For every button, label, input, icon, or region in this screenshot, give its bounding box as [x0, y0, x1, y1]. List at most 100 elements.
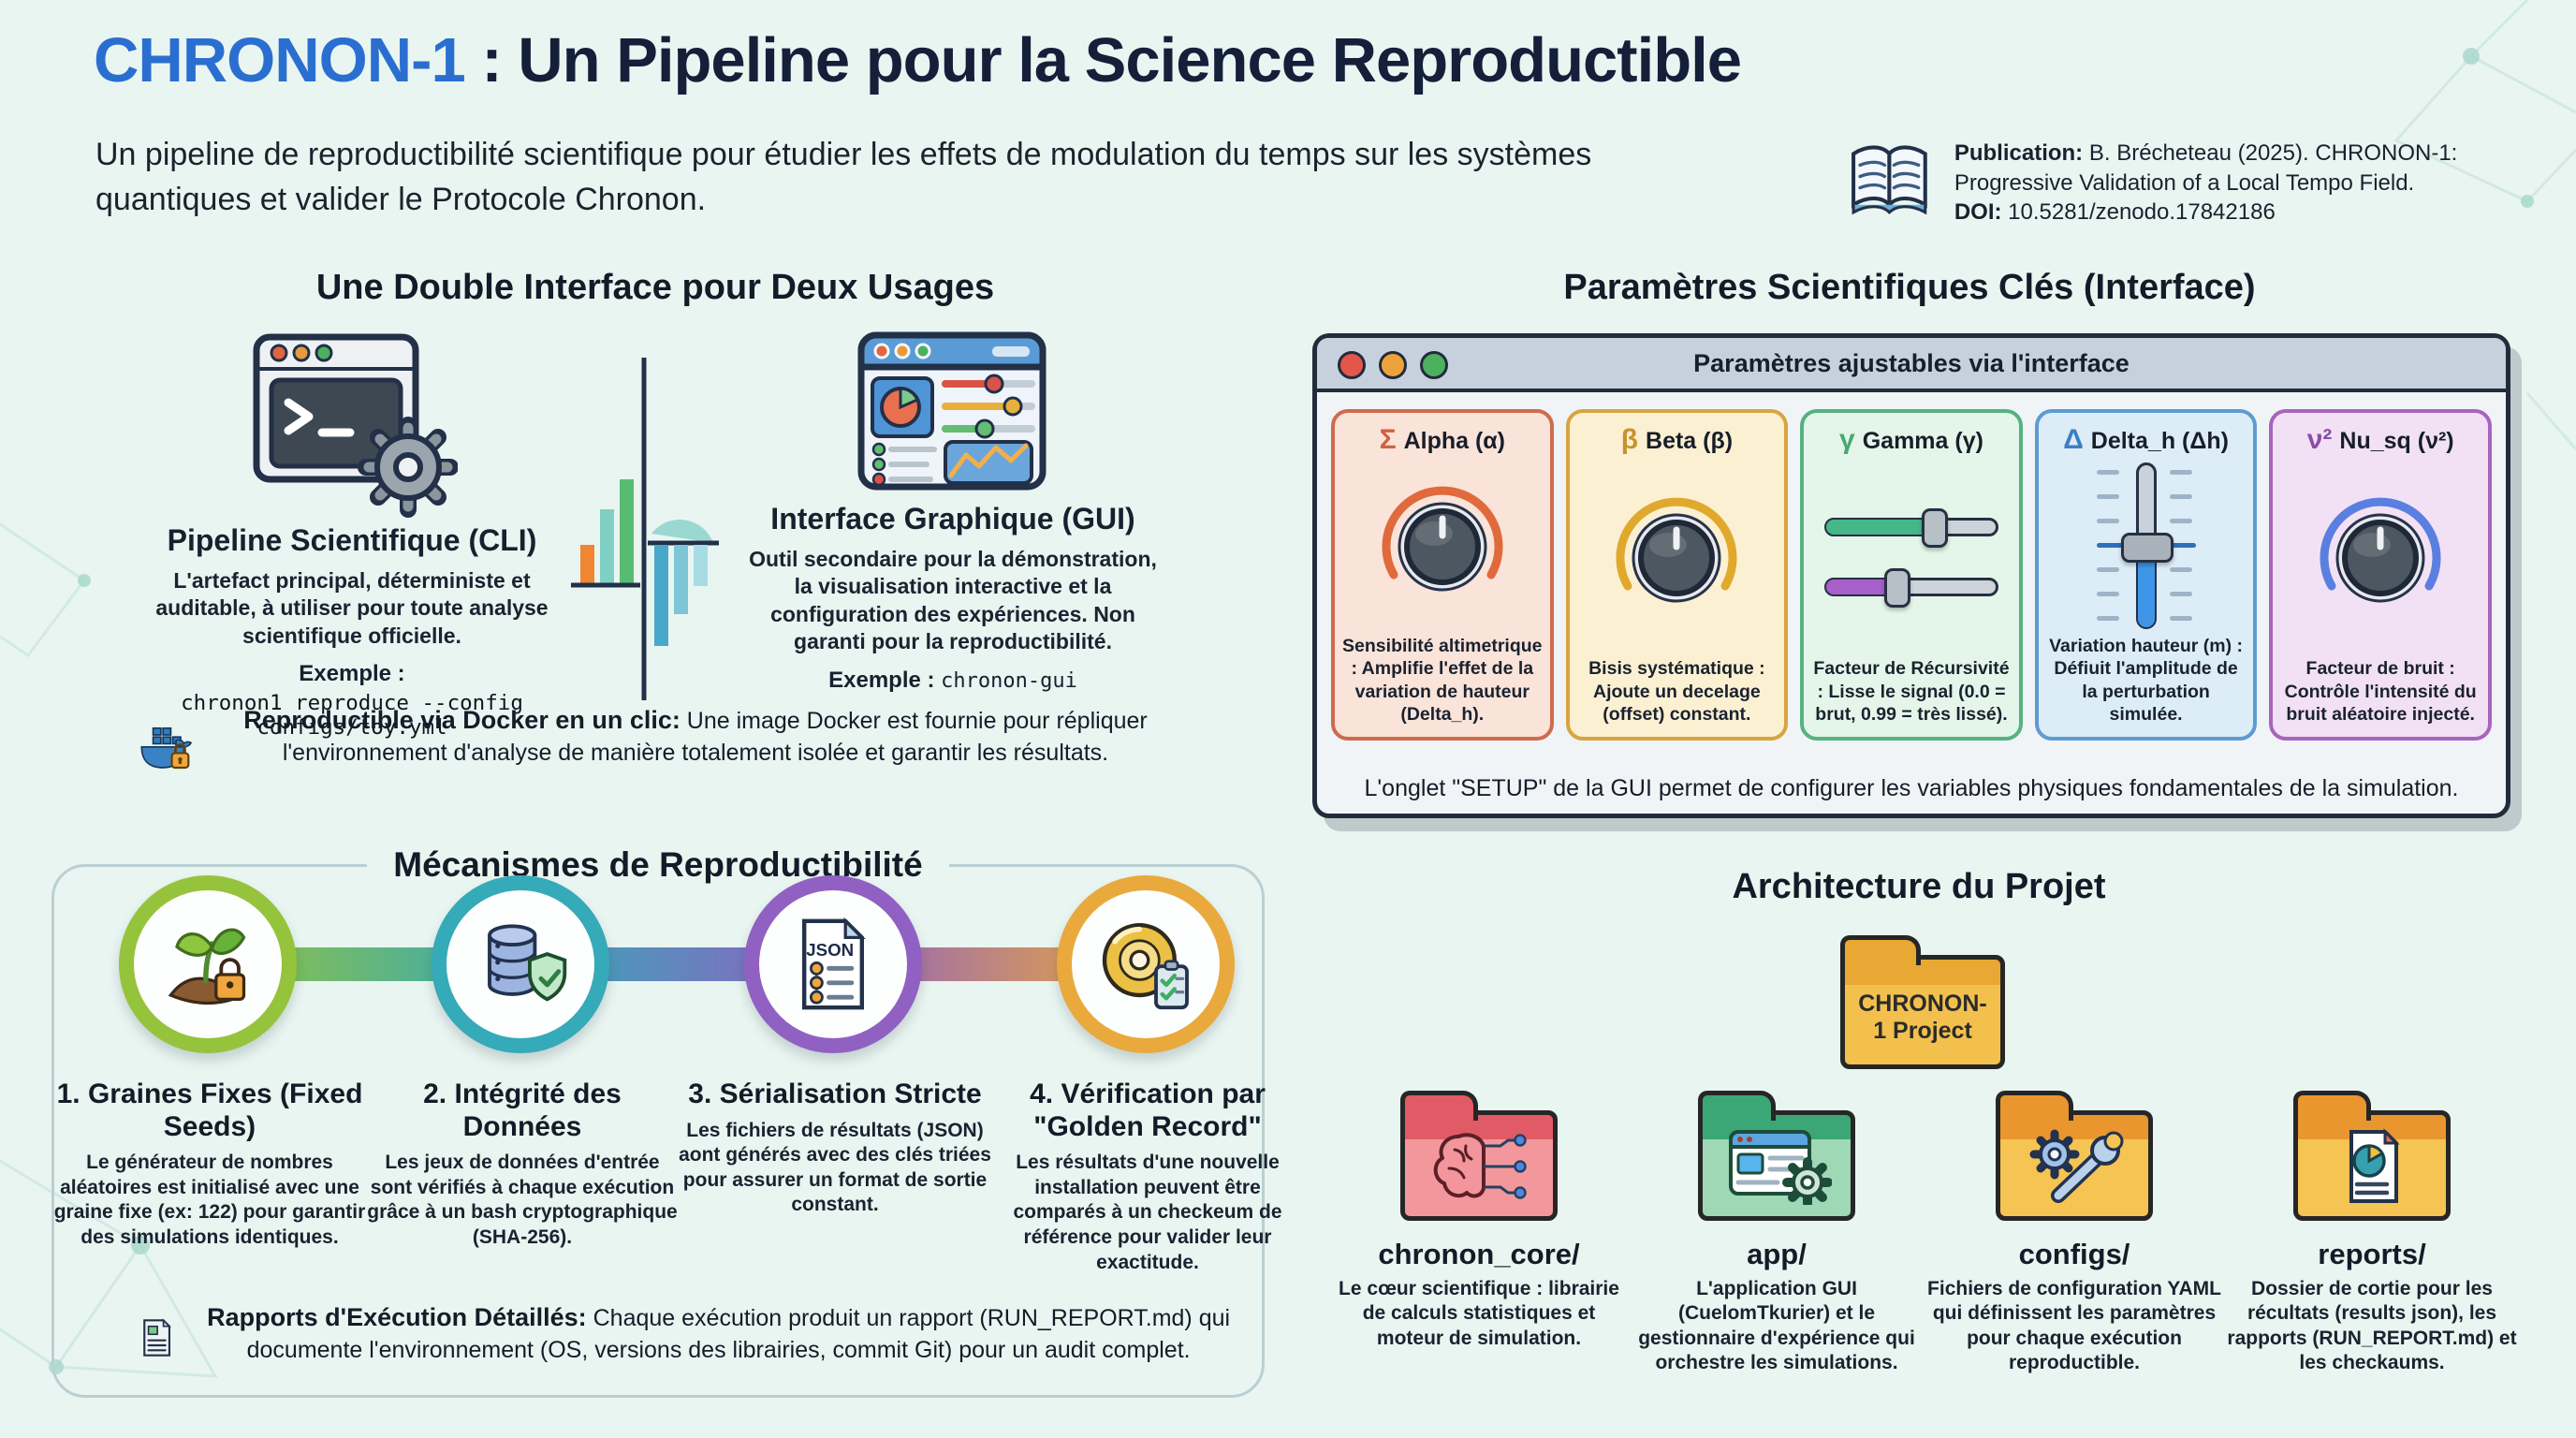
- publication-block: Publication: B. Brécheteau (2025). CHRON…: [1846, 139, 2464, 227]
- database-shield-icon: [488, 924, 567, 1002]
- docker-note-text: Reproductible via Docker en un clic: Une…: [243, 706, 1148, 766]
- tools-icon: [2029, 1129, 2124, 1203]
- docker-whale-lock-icon: [140, 726, 192, 770]
- window-title: Paramètres ajustables via l'interface: [1693, 348, 2130, 377]
- slider-track: [2120, 462, 2174, 629]
- beta-knob: [1577, 456, 1778, 657]
- param-card-delta: Δ Delta_h (Δh) Variation hauteur (m) : Dé…: [2034, 409, 2258, 741]
- gui-title: Interface Graphique (GUI): [770, 502, 1135, 536]
- slider-thumb: [2120, 532, 2174, 563]
- mechanism-step-2: 2. Intégrité des Données Les jeux de don…: [367, 1078, 678, 1248]
- slider-track: [1823, 507, 1998, 548]
- divider-bar-chart: [571, 358, 719, 700]
- param-name: Gamma (γ): [1862, 428, 1983, 454]
- param-description: Bisis systématique : Ajoute un decelage …: [1588, 658, 1765, 725]
- param-description: Variation hauteur (m) : Défiuit l'amplit…: [2049, 636, 2244, 725]
- folder-label-configs: configs/: [2018, 1238, 2130, 1270]
- param-description: Sensibilité altimetrique : Amplifie l'ef…: [1342, 636, 1543, 725]
- svg-text:JSON: JSON: [806, 940, 854, 960]
- param-card-beta: β Beta (β) Bisis systématique : Ajoute un…: [1565, 409, 1789, 741]
- json-file-icon: JSON: [802, 917, 866, 1010]
- slider-track: [1823, 567, 1998, 608]
- terminal-gear-icon: [253, 333, 458, 518]
- slider-thumb: [1884, 567, 1911, 608]
- mechanism-step-4-circle: [1057, 875, 1235, 1053]
- maximize-light-icon: [1420, 351, 1448, 379]
- folder-desc-app: L'application GUI (CuelomTkurier) et le …: [1638, 1278, 1915, 1374]
- close-light-icon: [1338, 351, 1366, 379]
- cli-title: Pipeline Scientifique (CLI): [167, 523, 537, 557]
- root-folder-label: CHRONON-1 Project: [1858, 990, 1987, 1044]
- slider-thumb: [1921, 507, 1948, 548]
- delta-symbol-icon: Δ: [2063, 424, 2084, 455]
- root-folder-icon: CHRONON-1 Project: [1840, 935, 2005, 1069]
- param-name: Beta (β): [1646, 428, 1734, 454]
- seedling-lock-icon: [168, 928, 246, 1005]
- mechanism-step-1: 1. Graines Fixes (Fixed Seeds) Le généra…: [53, 1078, 366, 1248]
- mechanism-step-3: 3. Sérialisation Stricte Les fichiers de…: [679, 1078, 991, 1216]
- param-card-nu: ν² Nu_sq (ν²) Facteur de bruit : Contrôle…: [2269, 409, 2492, 741]
- parameter-cards: Σ Alpha (α) Sensibilité altimetrique : Am…: [1331, 409, 2492, 741]
- gui-description: Outil secondaire pour la démonstration, …: [749, 547, 1157, 654]
- parameters-section-title: Paramètres Scientifiques Clés (Interface…: [1563, 268, 2256, 307]
- folder-reports: [2293, 1091, 2451, 1221]
- page-title: CHRONON-1 : Un Pipeline pour la Science …: [94, 25, 1742, 95]
- folder-app: [1698, 1091, 1855, 1221]
- cli-block: Pipeline Scientifique (CLI) L'artefact p…: [142, 326, 562, 740]
- param-description: Facteur de bruit : Contrôle l'intensité …: [2284, 658, 2477, 725]
- window-caption: L'onglet "SETUP" de la GUI permet de con…: [1364, 775, 2459, 801]
- delta-vertical-slider: [2046, 456, 2247, 635]
- nu-knob: [2280, 456, 2481, 657]
- docker-note: Reproductible via Docker en un clic: Une…: [139, 704, 1178, 794]
- folder-chronon-core: [1400, 1091, 1558, 1221]
- folder-desc-chronon-core: Le cœur scientifique : librairie de calc…: [1339, 1278, 1619, 1349]
- folder-label-chronon-core: chronon_core/: [1378, 1238, 1580, 1270]
- gui-example: Exemple : chronon-gui: [828, 667, 1077, 693]
- param-name: Alpha (α): [1403, 428, 1506, 454]
- doi-label: DOI:: [1954, 199, 2002, 226]
- mechanism-step-1-circle: [119, 875, 297, 1053]
- report-pie-icon: [2349, 1128, 2400, 1203]
- sigma-symbol-icon: Σ: [1379, 424, 1397, 455]
- param-name: Nu_sq (ν²): [2339, 428, 2454, 454]
- brand-name: CHRONON-1: [94, 25, 466, 95]
- beta-symbol-icon: β: [1620, 424, 1639, 455]
- folder-label-app: app/: [1747, 1238, 1807, 1270]
- cli-example-label: Exemple :: [299, 661, 405, 687]
- folder-label-reports: reports/: [2318, 1238, 2426, 1270]
- param-card-gamma: γ Gamma (γ) Facteur de Récursivité : Liss…: [1800, 409, 2023, 741]
- mechanism-step-2-circle: [432, 875, 609, 1053]
- window-titlebar: Paramètres ajustables via l'interface: [1317, 338, 2506, 392]
- report-document-icon: [143, 1318, 171, 1357]
- dual-interface-title: Une Double Interface pour Deux Usages: [315, 268, 995, 307]
- report-note-text: Rapports d'Exécution Détaillés: Chaque e…: [207, 1303, 1231, 1363]
- param-description: Facteur de Récursivité : Lisse le signal…: [1813, 658, 2010, 725]
- report-note: Rapports d'Exécution Détaillés: Chaque e…: [140, 1301, 1245, 1374]
- mechanism-step-4: 4. Vérification par "Golden Record" Les …: [1013, 1078, 1282, 1273]
- golden-disc-checklist-icon: [1102, 922, 1189, 1010]
- doi-value: 10.5281/zenodo.17842186: [2001, 199, 2276, 226]
- open-book-icon: [1852, 145, 1927, 215]
- gui-gear-icon: [1729, 1130, 1832, 1205]
- gui-window-icon: [857, 331, 1046, 491]
- folder-desc-reports: Dossier de cortie pour les récultats (re…: [2227, 1278, 2517, 1374]
- architecture-title: Architecture du Projet: [1732, 867, 2106, 906]
- param-card-alpha: Σ Alpha (α) Sensibilité altimetrique : Am…: [1331, 409, 1554, 741]
- gui-block: Interface Graphique (GUI) Outil secondai…: [741, 326, 1164, 694]
- gamma-sliders: [1811, 456, 2012, 657]
- alpha-knob: [1342, 456, 1543, 635]
- folder-desc-configs: Fichiers de configuration YAML qui défin…: [1927, 1278, 2221, 1374]
- subtitle: Un pipeline de reproductibilité scientif…: [95, 137, 1592, 217]
- nu-symbol-icon: ν²: [2306, 424, 2333, 455]
- publication-label: Publication:: [1954, 140, 2084, 166]
- cli-description: L'artefact principal, déterministe et au…: [155, 568, 549, 648]
- mechanisms-title: Mécanismes de Reproductibilité: [393, 845, 923, 884]
- minimize-light-icon: [1379, 351, 1407, 379]
- mechanism-step-3-circle: JSON: [744, 875, 922, 1053]
- publication-text: Publication: B. Brécheteau (2025). CHRON…: [1954, 140, 2458, 226]
- cli-example-code: chronon1 reproduce --config configs/toy.…: [181, 691, 523, 741]
- param-name: Delta_h (Δh): [2090, 428, 2229, 454]
- brain-circuit-icon: [1433, 1133, 1527, 1199]
